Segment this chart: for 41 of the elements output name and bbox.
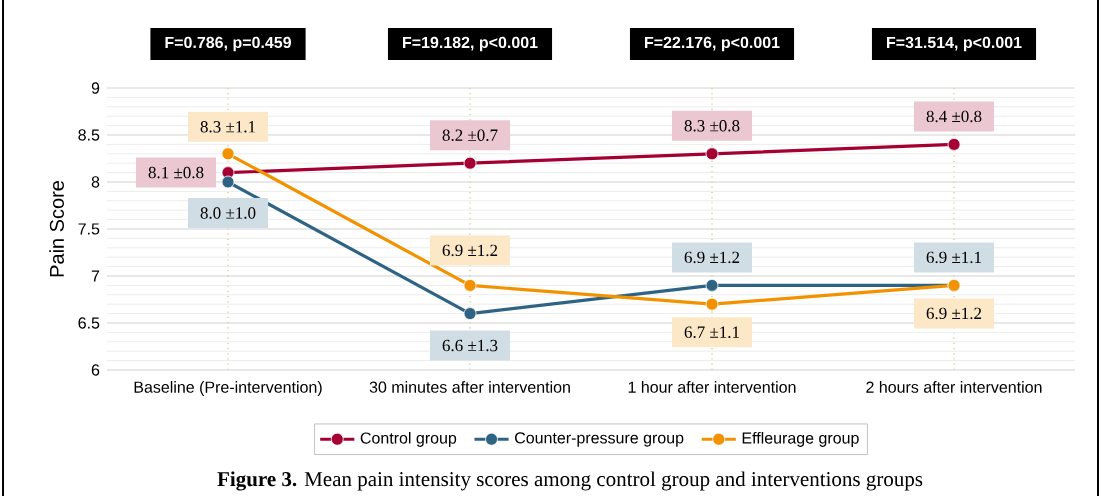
y-axis-title: Pain Score — [49, 181, 64, 277]
y-tick-label: 6 — [91, 364, 100, 376]
point — [221, 147, 235, 161]
x-tick-label: 2 hours after intervention — [866, 381, 1042, 393]
y-tick-label: 7 — [91, 270, 100, 282]
data-label: 8.3 ±1.1 — [200, 121, 256, 133]
data-label: 6.9 ±1.2 — [442, 244, 498, 257]
point — [705, 297, 719, 311]
point — [221, 175, 235, 189]
text: Figure 3. Mean pain intensity scores among control group and interventions groups — [217, 471, 923, 491]
data-label: 8.3 ±0.8 — [684, 120, 740, 132]
data-label: 6.9 ±1.1 — [926, 251, 982, 264]
data-label: 6.9 ±1.2 — [926, 307, 982, 320]
data-label: 8.4 ±0.8 — [926, 110, 982, 123]
y-tick-label: 9 — [91, 82, 100, 94]
text: F=0.786, p=0.459 — [165, 36, 292, 52]
data-label: 8.1 ±0.8 — [148, 166, 204, 179]
legend-label: Counter-pressure group — [515, 432, 684, 447]
y-tick-label: 7.5 — [78, 223, 100, 235]
legend-label: Effleurage group — [742, 431, 859, 447]
x-tick-label: 1 hour after intervention — [628, 381, 796, 393]
y-tick-label: 8.5 — [78, 129, 100, 141]
text: F=22.176, p<0.001 — [645, 36, 780, 52]
point — [463, 278, 477, 292]
point — [947, 138, 961, 151]
y-tick-label: 6.5 — [78, 317, 100, 329]
data-label: 6.7 ±1.1 — [684, 326, 740, 338]
x-tick-label: Baseline (Pre-intervention) — [134, 381, 322, 396]
data-label: 8.0 ±1.0 — [200, 207, 256, 219]
text: F=31.514, p<0.001 — [887, 36, 1022, 52]
x-tick-label: 30 minutes after intervention — [369, 381, 570, 393]
point — [705, 278, 719, 292]
data-label: 8.2 ±0.7 — [442, 129, 498, 141]
data-label: 6.6 ±1.3 — [442, 339, 498, 352]
legend-label: Control group — [360, 431, 457, 447]
y-tick-label: 8 — [91, 176, 100, 188]
data-label: 6.9 ±1.2 — [684, 251, 740, 264]
text: F=19.182, p<0.001 — [403, 36, 538, 52]
point — [705, 147, 719, 161]
point — [463, 307, 477, 320]
point — [463, 156, 477, 170]
